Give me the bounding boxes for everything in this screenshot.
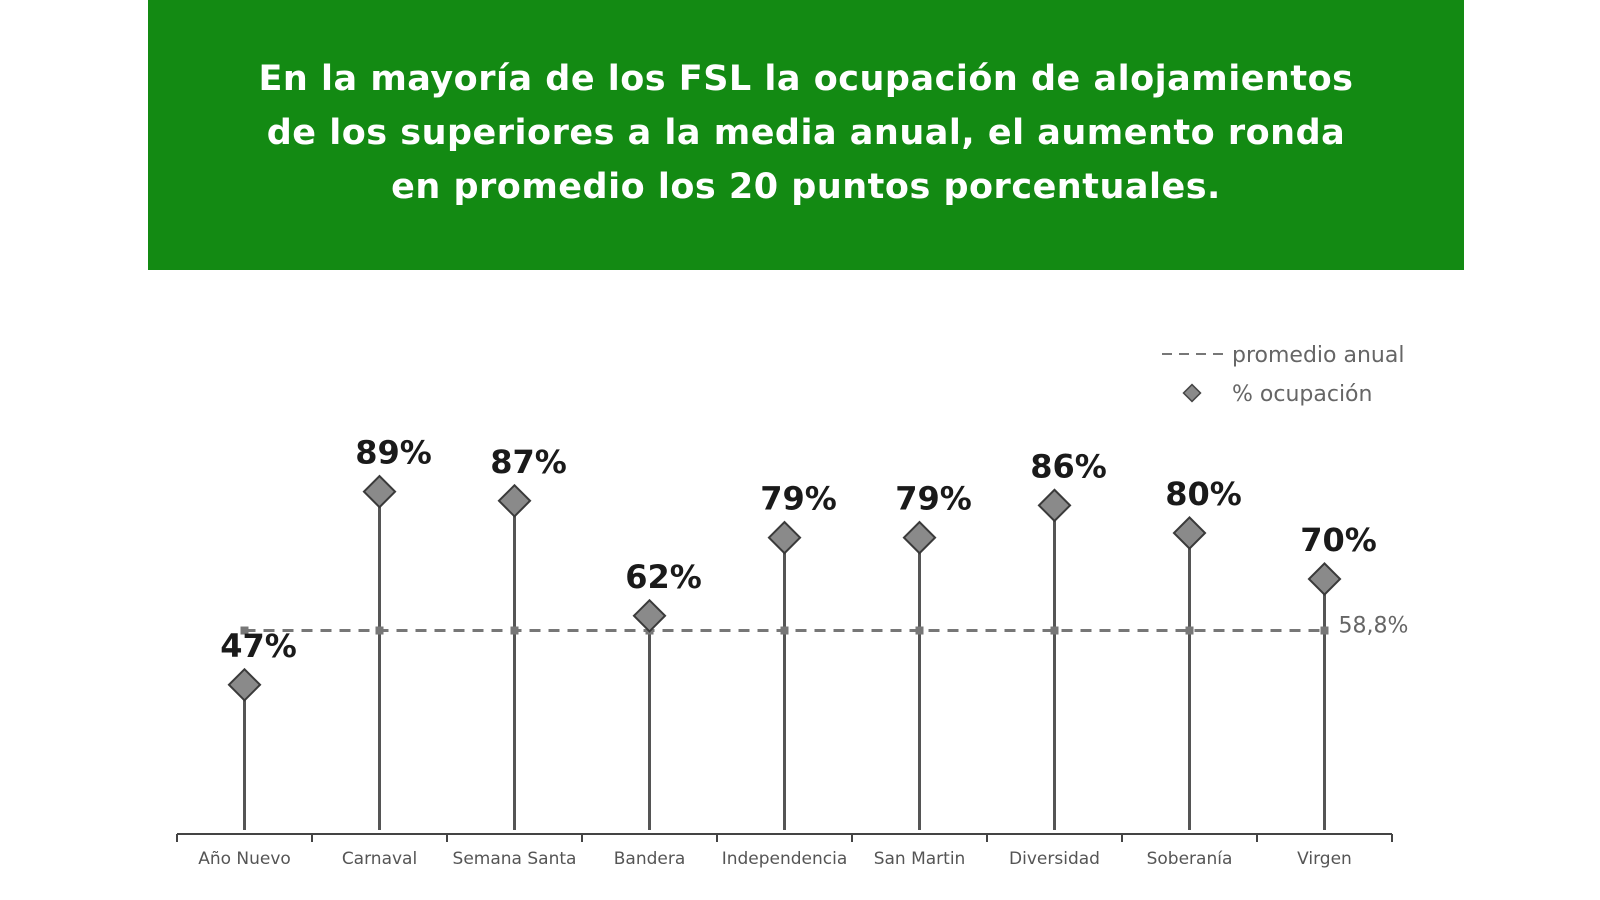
category-labels: Año Nuevo Carnaval Semana Santa Bandera Inde…	[198, 849, 1352, 869]
data-point-diamond	[632, 598, 667, 633]
headline-text: En la mayoría de los FSL la ocupación de…	[206, 52, 1406, 214]
data-point-diamond	[1307, 562, 1342, 596]
chart-legend: promedio anual % ocupación	[1162, 343, 1404, 407]
average-marker	[510, 626, 519, 635]
category-label: Soberanía	[1147, 849, 1233, 869]
category-label: Bandera	[614, 849, 686, 869]
stem-lines	[243, 491, 1326, 830]
average-marker	[1320, 626, 1329, 635]
data-label: 79%	[895, 480, 972, 518]
legend-avg-label: promedio anual	[1232, 343, 1404, 368]
data-label: 70%	[1300, 521, 1377, 559]
data-point-diamond	[497, 483, 532, 518]
category-label: Carnaval	[342, 849, 417, 869]
data-label: 47%	[220, 627, 297, 665]
average-marker	[375, 626, 384, 635]
headline-line-1: En la mayoría de los FSL la ocupación de…	[258, 59, 1354, 99]
category-label: Año Nuevo	[198, 849, 291, 869]
average-marker	[1185, 626, 1194, 635]
data-point-diamond	[1172, 516, 1207, 550]
category-label: Independencia	[722, 849, 848, 869]
headline-banner: En la mayoría de los FSL la ocupación de…	[148, 0, 1464, 270]
data-label: 79%	[760, 480, 837, 518]
headline-line-2: de los superiores a la media anual, el a…	[266, 113, 1346, 153]
data-label: 86%	[1030, 447, 1107, 485]
category-label: Virgen	[1297, 849, 1352, 869]
x-axis-ticks	[176, 834, 1393, 842]
data-point-diamond	[227, 667, 262, 702]
data-point-diamond	[362, 474, 397, 509]
legend-occupancy-label: % ocupación	[1232, 382, 1372, 407]
average-marker	[915, 626, 924, 635]
average-marker	[240, 626, 249, 635]
data-label: 80%	[1165, 475, 1242, 513]
data-label: 62%	[625, 558, 702, 596]
data-label: 89%	[355, 434, 432, 472]
average-marker	[1050, 626, 1059, 635]
data-point-diamond	[902, 520, 937, 555]
headline-line-3: en promedio los 20 puntos porcentuales.	[391, 167, 1221, 207]
data-labels: 47% 89% 87% 62% 79% 79% 86% 80% 70%	[220, 434, 1377, 665]
data-point-diamond	[1037, 488, 1072, 523]
data-points	[227, 474, 1342, 702]
category-label: Semana Santa	[453, 849, 577, 869]
category-label: Diversidad	[1009, 849, 1100, 869]
average-value-label: 58,8%	[1339, 614, 1409, 639]
legend-diamond-icon	[1182, 383, 1202, 403]
data-label: 87%	[490, 443, 567, 481]
category-label: San Martin	[874, 849, 966, 869]
data-point-diamond	[767, 520, 802, 555]
average-marker	[780, 626, 789, 635]
